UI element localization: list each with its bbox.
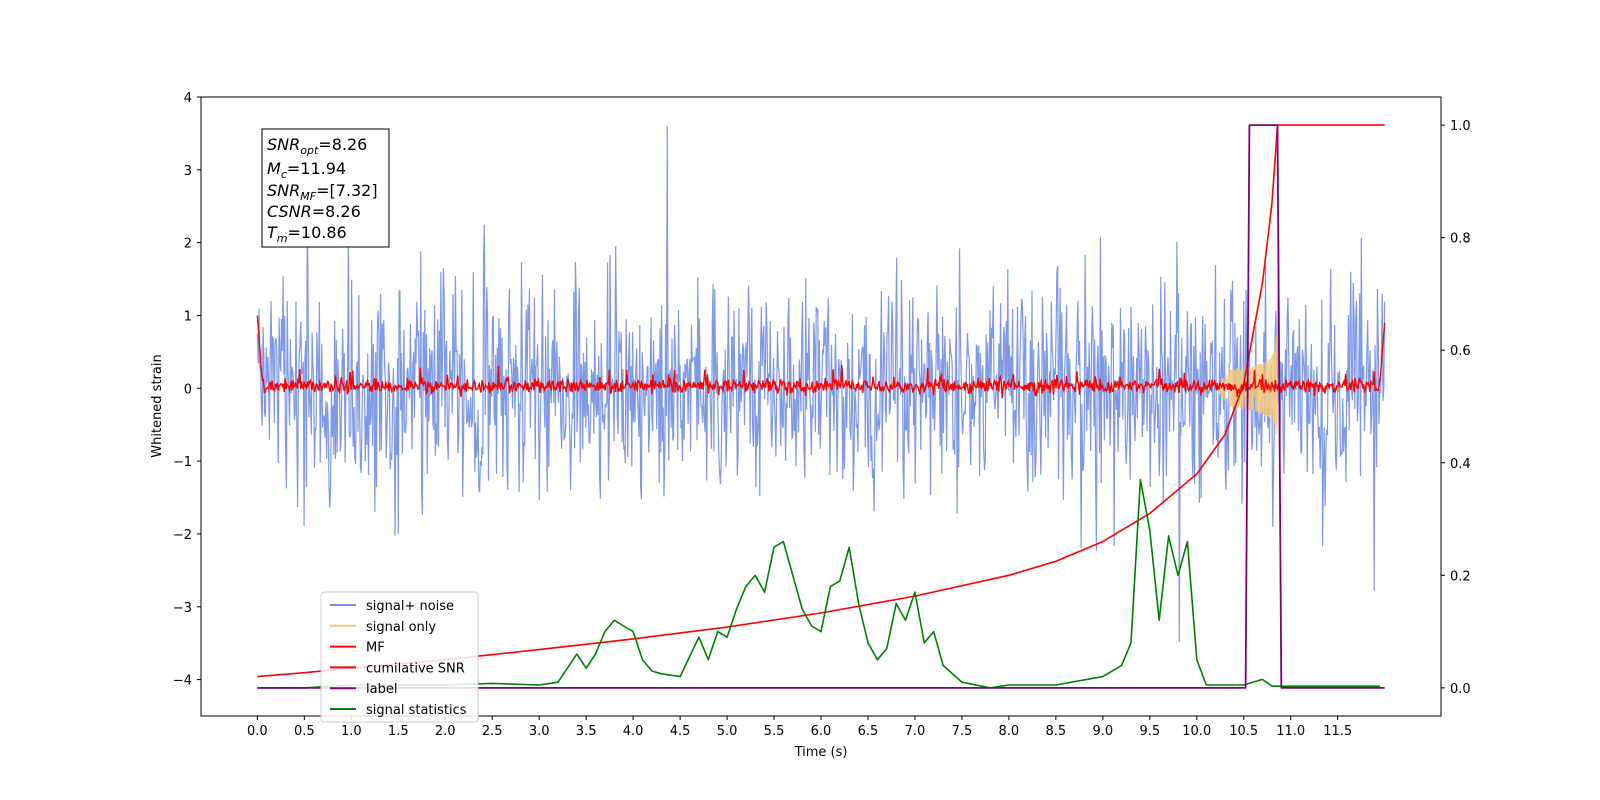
x-axis-ticks: 0.0 0.5 1.0 1.5 2.0 2.5 3.0 3.5 4.0 4.5 5.0 5.5 6.0 6… xyxy=(247,716,1352,739)
y2-tick-label: 1.0 xyxy=(1450,119,1471,134)
y-tick-label: −2 xyxy=(173,528,192,543)
x-tick-label: 2.5 xyxy=(482,724,503,739)
legend-label: signal only xyxy=(366,620,436,635)
x-tick-label: 7.0 xyxy=(905,724,926,739)
y-tick-label: −4 xyxy=(173,674,192,689)
y2-tick-label: 0.2 xyxy=(1450,569,1471,584)
x-tick-label: 0.0 xyxy=(247,724,268,739)
x-tick-label: 10.5 xyxy=(1229,724,1258,739)
x-tick-label: 3.5 xyxy=(576,724,597,739)
series-signal-only-line xyxy=(1215,334,1278,435)
y-tick-label: 2 xyxy=(184,237,192,252)
y-tick-label: −1 xyxy=(173,455,192,470)
y-tick-label: 0 xyxy=(184,382,192,397)
x-tick-label: 1.5 xyxy=(388,724,409,739)
y-tick-label: −3 xyxy=(173,601,192,616)
x-tick-label: 8.0 xyxy=(999,724,1020,739)
x-tick-label: 11.0 xyxy=(1276,724,1305,739)
annotation-tm: Tm=10.86 xyxy=(267,223,347,245)
y-axis-ticks: −4 −3 −2 −1 0 1 2 3 4 xyxy=(173,91,201,689)
series-signal-statistics-line xyxy=(257,478,1380,689)
annotation-csnr: CSNR=8.26 xyxy=(267,202,361,221)
x-tick-label: 9.5 xyxy=(1139,724,1160,739)
x-tick-label: 6.5 xyxy=(858,724,879,739)
annotation-box: SNRopt=8.26 Mc=11.94 SNRMF=[7.32] CSNR=8… xyxy=(261,128,390,248)
y-tick-label: 4 xyxy=(184,91,192,106)
y2-axis-ticks: 0.0 0.2 0.4 0.6 0.8 1.0 xyxy=(1441,119,1471,697)
legend-label: label xyxy=(366,682,397,697)
x-axis-title: Time (s) xyxy=(794,745,848,760)
y2-tick-label: 0.8 xyxy=(1450,232,1471,247)
legend-label: signal statistics xyxy=(366,703,467,718)
annotation-snr-opt: SNRopt=8.26 xyxy=(267,135,367,157)
y-tick-label: 3 xyxy=(184,164,192,179)
annotation-mc: Mc=11.94 xyxy=(267,159,346,181)
legend-label: cumilative SNR xyxy=(366,661,465,676)
series-mf-line xyxy=(256,315,1386,399)
x-tick-label: 0.5 xyxy=(294,724,315,739)
legend-frame xyxy=(320,591,479,723)
y2-tick-label: 0.0 xyxy=(1450,682,1471,697)
x-tick-label: 8.5 xyxy=(1046,724,1067,739)
x-tick-label: 1.0 xyxy=(341,724,362,739)
annotation-snr-mf: SNRMF=[7.32] xyxy=(267,181,378,203)
x-tick-label: 5.5 xyxy=(764,724,785,739)
series-label-line xyxy=(257,124,1385,689)
x-tick-label: 10.0 xyxy=(1182,724,1211,739)
x-tick-label: 11.5 xyxy=(1323,724,1352,739)
legend-label: signal+ noise xyxy=(366,599,454,614)
y2-tick-label: 0.4 xyxy=(1450,457,1471,472)
x-tick-label: 9.0 xyxy=(1092,724,1113,739)
legend: signal+ noise signal only MF cumilative SNR… xyxy=(320,591,479,723)
y2-tick-label: 0.6 xyxy=(1450,344,1471,359)
legend-label: MF xyxy=(366,641,385,656)
x-tick-label: 4.5 xyxy=(670,724,691,739)
x-tick-label: 4.0 xyxy=(623,724,644,739)
x-tick-label: 3.0 xyxy=(529,724,550,739)
x-tick-label: 5.0 xyxy=(717,724,738,739)
y-axis-title: Whitened strain xyxy=(150,354,165,457)
x-tick-label: 2.0 xyxy=(435,724,456,739)
x-tick-label: 7.5 xyxy=(952,724,973,739)
y-tick-label: 1 xyxy=(184,309,192,324)
x-tick-label: 6.0 xyxy=(811,724,832,739)
